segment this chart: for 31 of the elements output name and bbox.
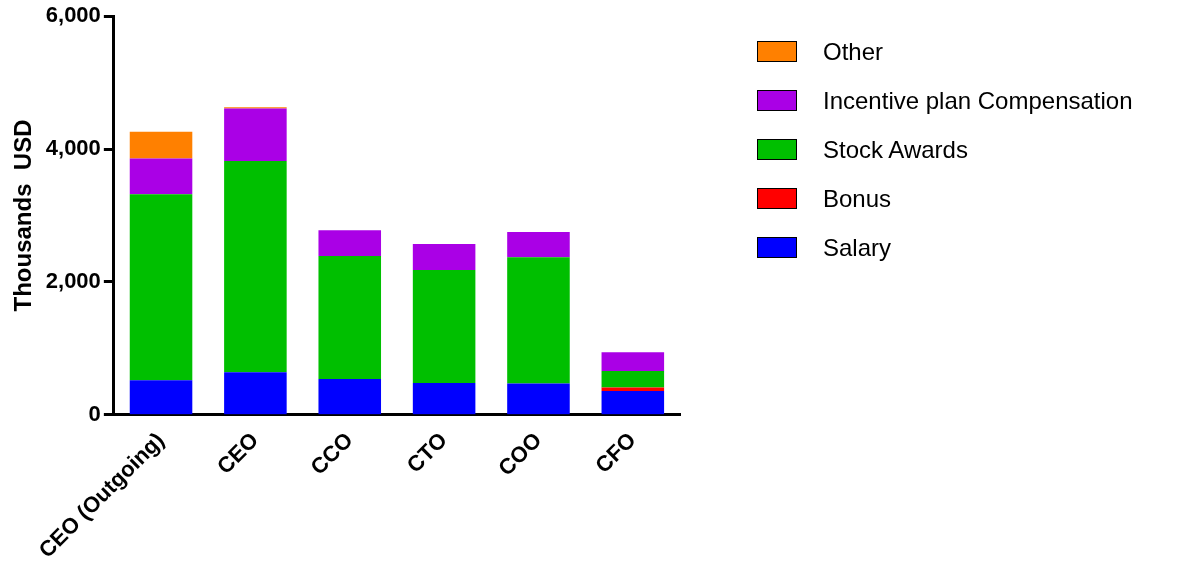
y-tick-label: 2,000 xyxy=(45,268,101,294)
y-axis-title: Thousands USD xyxy=(9,119,37,312)
bar xyxy=(318,378,382,415)
bar xyxy=(507,232,570,258)
y-tick-label: 0 xyxy=(88,400,101,426)
bar xyxy=(224,372,287,415)
x-tick-label: CFO xyxy=(590,427,641,478)
bar xyxy=(318,256,382,379)
bar xyxy=(129,131,193,159)
bar xyxy=(318,230,382,257)
y-tick-label: 6,000 xyxy=(45,2,101,28)
legend-label: Other xyxy=(823,37,884,66)
bar xyxy=(129,158,193,195)
bar xyxy=(601,390,665,415)
legend-label: Stock Awards xyxy=(823,135,968,164)
legend-label: Bonus xyxy=(823,184,892,213)
bar xyxy=(507,383,570,415)
bar xyxy=(601,370,665,388)
bar xyxy=(224,108,287,162)
bar xyxy=(507,257,570,384)
bar xyxy=(601,352,665,371)
bar xyxy=(412,382,476,415)
bar xyxy=(129,194,193,381)
bar xyxy=(224,161,287,373)
legend-label: Incentive plan Compensation xyxy=(823,86,1133,115)
bar xyxy=(129,380,193,415)
bar xyxy=(412,269,476,383)
y-tick-label: 4,000 xyxy=(45,135,101,161)
bar xyxy=(412,244,476,270)
legend-label: Salary xyxy=(823,233,892,262)
x-tick-label: CTO xyxy=(401,427,452,478)
